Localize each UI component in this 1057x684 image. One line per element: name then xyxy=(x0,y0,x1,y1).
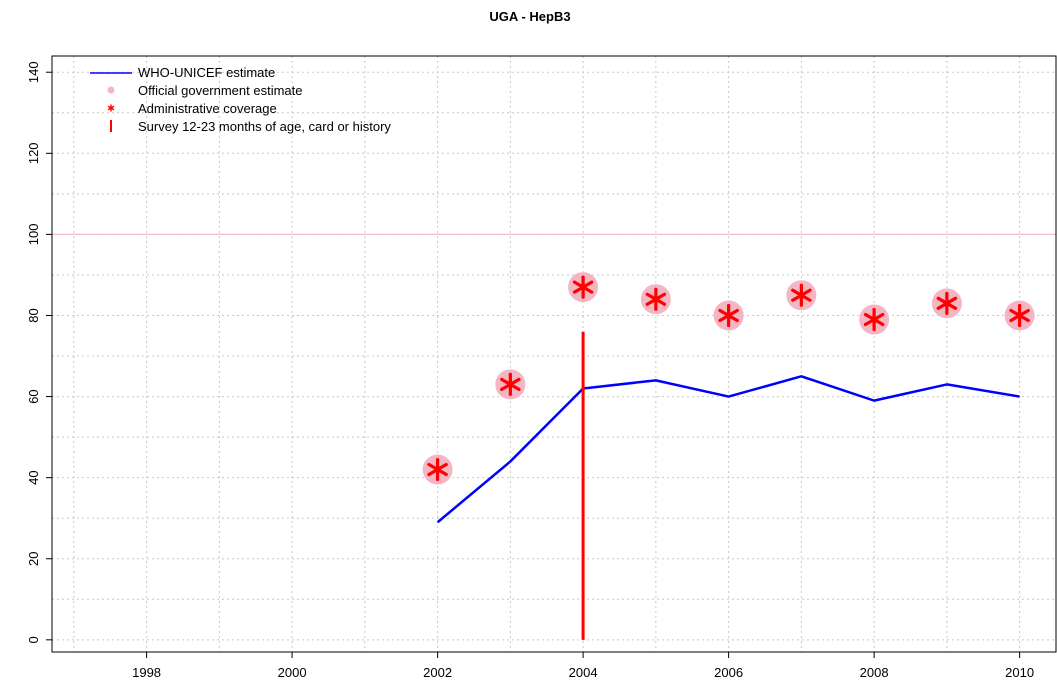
y-tick-label: 140 xyxy=(26,61,41,83)
grid xyxy=(52,56,1056,652)
admin-coverage-point xyxy=(863,307,885,332)
y-tick-label: 0 xyxy=(26,636,41,643)
legend-dot-symbol xyxy=(107,86,115,94)
legend: WHO-UNICEF estimate Official government e… xyxy=(90,65,391,134)
admin-coverage-point xyxy=(500,372,521,397)
legend-label-admin: Administrative coverage xyxy=(138,101,277,116)
y-tick-label: 40 xyxy=(26,470,41,484)
y-tick-label: 100 xyxy=(26,224,41,246)
admin-coverage-point xyxy=(427,457,448,482)
legend-star-symbol xyxy=(107,104,115,112)
admin-coverage-point xyxy=(791,283,812,307)
y-axis: 0 20 40 60 80 100 120 140 xyxy=(26,61,52,643)
x-tick-label: 2002 xyxy=(423,665,452,680)
y-tick-label: 60 xyxy=(26,389,41,403)
admin-coverage-point xyxy=(645,287,667,311)
plot-frame xyxy=(51,55,1057,653)
who-unicef-line xyxy=(436,375,1020,524)
chart-title: UGA - HepB3 xyxy=(489,9,570,24)
legend-label-who_unicef: WHO-UNICEF estimate xyxy=(138,65,275,80)
series xyxy=(422,272,1035,640)
admin-coverage-point xyxy=(572,275,594,299)
y-tick-label: 20 xyxy=(26,552,41,566)
x-tick-label: 2006 xyxy=(714,665,743,680)
legend-label-survey: Survey 12-23 months of age, card or hist… xyxy=(138,119,391,134)
x-tick-label: 2008 xyxy=(860,665,889,680)
admin-coverage-point xyxy=(936,291,958,315)
y-tick-label: 120 xyxy=(26,142,41,164)
y-tick-label: 80 xyxy=(26,308,41,322)
x-tick-label: 2004 xyxy=(569,665,598,680)
x-tick-label: 2010 xyxy=(1005,665,1034,680)
admin-coverage-point xyxy=(718,303,739,328)
x-tick-label: 2000 xyxy=(278,665,307,680)
x-tick-label: 1998 xyxy=(132,665,161,680)
admin-coverage-point xyxy=(1009,303,1030,328)
legend-label-official: Official government estimate xyxy=(138,83,303,98)
x-axis: 1998 2000 2002 2004 2006 2008 2010 xyxy=(132,652,1034,680)
